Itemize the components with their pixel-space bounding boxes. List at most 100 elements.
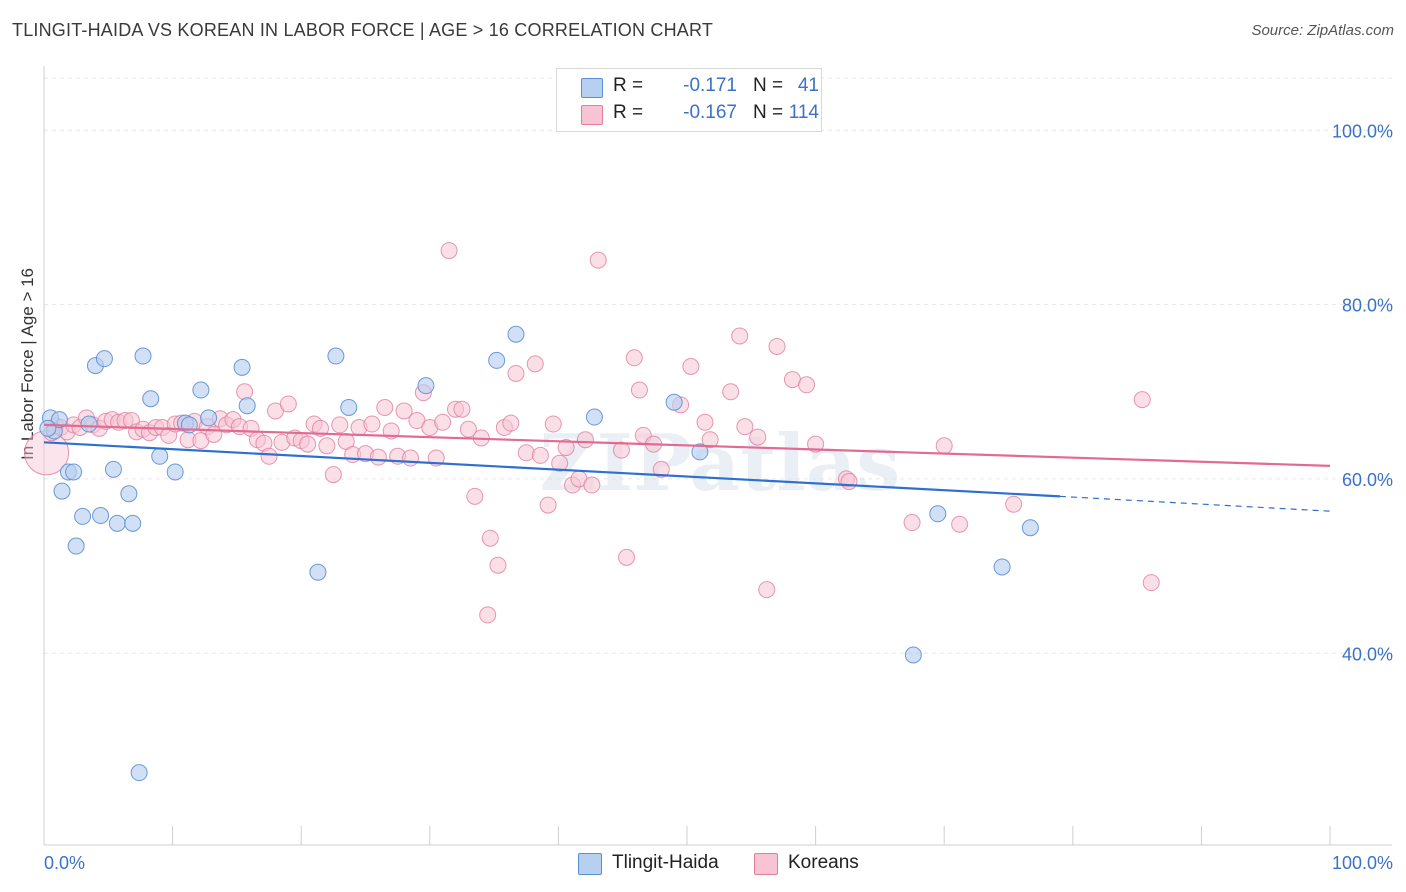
tlingit-haida-point bbox=[74, 507, 92, 525]
korean-point bbox=[935, 437, 953, 455]
korean-point bbox=[749, 428, 767, 446]
tlingit-haida-point bbox=[53, 482, 71, 500]
tlingit-haida-point bbox=[929, 505, 947, 523]
legend-n-value: 41 bbox=[797, 75, 819, 96]
korean-point bbox=[260, 447, 278, 465]
tlingit-haida-point bbox=[95, 350, 113, 368]
korean-point bbox=[479, 606, 497, 624]
legend-swatch-pink bbox=[581, 105, 603, 125]
korean-point bbox=[299, 435, 317, 453]
tlingit-haida-point bbox=[488, 351, 506, 369]
korean-point bbox=[807, 435, 825, 453]
tlingit-haida-point bbox=[507, 325, 525, 343]
tlingit-haida-point bbox=[80, 415, 98, 433]
tlingit-haida-point bbox=[417, 377, 435, 395]
legend-swatch-blue bbox=[581, 78, 603, 98]
series-swatch-pink bbox=[754, 853, 778, 875]
korean-point bbox=[682, 357, 700, 375]
korean-point bbox=[652, 460, 670, 478]
korean-point bbox=[625, 349, 643, 367]
tlingit-haida-point bbox=[200, 409, 218, 427]
tlingit-haida-point bbox=[67, 537, 85, 555]
y-tick-label: 40.0% bbox=[1342, 644, 1393, 664]
legend-r-value: -0.167 bbox=[683, 102, 737, 123]
tlingit-haida-point bbox=[585, 408, 603, 426]
tlingit-haida-point bbox=[238, 397, 256, 415]
tlingit-haida-point bbox=[92, 507, 110, 525]
korean-point bbox=[517, 444, 535, 462]
x-tick-label: 100.0% bbox=[1332, 853, 1393, 873]
tlingit-haida-point bbox=[108, 514, 126, 532]
source-label: Source: ZipAtlas.com bbox=[1251, 22, 1394, 39]
korean-point bbox=[951, 515, 969, 533]
korean-point bbox=[481, 529, 499, 547]
chart-title: TLINGIT-HAIDA VS KOREAN IN LABOR FORCE |… bbox=[12, 20, 714, 40]
korean-point bbox=[489, 556, 507, 574]
korean-point bbox=[758, 581, 776, 599]
korean-point bbox=[376, 398, 394, 416]
tlingit-haida-point bbox=[50, 411, 68, 429]
series-swatch-blue bbox=[578, 853, 602, 875]
korean-point bbox=[722, 383, 740, 401]
korean-point bbox=[531, 446, 549, 464]
korean-point bbox=[236, 383, 254, 401]
series-label-tlingit-haida: Tlingit-Haida bbox=[612, 852, 719, 873]
tlingit-haida-point bbox=[1021, 519, 1039, 537]
korean-point bbox=[324, 466, 342, 484]
korean-point bbox=[798, 376, 816, 394]
axes bbox=[43, 66, 1392, 846]
tlingit-haida-point bbox=[665, 393, 683, 411]
korean-point bbox=[701, 431, 719, 449]
koreans-trend-line bbox=[43, 423, 1331, 467]
korean-point bbox=[331, 416, 349, 434]
korean-point bbox=[612, 441, 630, 459]
legend-r-label: R = bbox=[613, 75, 644, 96]
korean-point bbox=[502, 414, 520, 432]
tlingit-haida-point bbox=[993, 558, 1011, 576]
korean-point bbox=[279, 395, 297, 413]
korean-point bbox=[434, 413, 452, 431]
korean-point bbox=[557, 439, 575, 457]
tlingit-haida-point bbox=[134, 347, 152, 365]
tlingit-haida-point bbox=[104, 460, 122, 478]
korean-point bbox=[453, 400, 471, 418]
korean-point bbox=[551, 454, 569, 472]
x-tick-labels: 0.0% 100.0% bbox=[44, 853, 1393, 873]
tlingit-haida-point bbox=[142, 390, 160, 408]
y-tick-label: 80.0% bbox=[1342, 296, 1393, 316]
x-tick-label: 0.0% bbox=[44, 853, 85, 873]
correlation-legend: R = -0.171 N = 41 R = -0.167 N = 114 bbox=[556, 68, 822, 132]
korean-point bbox=[589, 251, 607, 269]
korean-point bbox=[696, 413, 714, 431]
tlingit-haida-point bbox=[233, 358, 251, 376]
tlingit-haida-point bbox=[65, 463, 83, 481]
korean-point bbox=[583, 476, 601, 494]
korean-point bbox=[318, 437, 336, 455]
legend-r-label: R = bbox=[613, 102, 644, 123]
y-tick-labels: 40.0% 60.0% 80.0% 100.0% bbox=[1332, 121, 1393, 664]
korean-point bbox=[768, 337, 786, 355]
tlingit-haida-point bbox=[166, 463, 184, 481]
tlingit-haida-point bbox=[192, 381, 210, 399]
korean-point bbox=[1005, 495, 1023, 513]
y-tick-label: 100.0% bbox=[1332, 121, 1393, 141]
korean-point bbox=[736, 418, 754, 436]
korean-point bbox=[466, 487, 484, 505]
tlingit-haida-point bbox=[309, 563, 327, 581]
tlingit-haida-point bbox=[327, 347, 345, 365]
korean-point bbox=[507, 364, 525, 382]
series-label-koreans: Koreans bbox=[788, 852, 859, 873]
korean-point bbox=[903, 514, 921, 532]
tlingit-haida-point bbox=[151, 447, 169, 465]
korean-point bbox=[544, 415, 562, 433]
korean-point bbox=[576, 431, 594, 449]
legend-n-label: N = bbox=[753, 102, 784, 123]
korean-point bbox=[440, 242, 458, 260]
y-tick-label: 60.0% bbox=[1342, 470, 1393, 490]
korean-point bbox=[783, 371, 801, 389]
korean-point bbox=[731, 327, 749, 345]
korean-point bbox=[395, 402, 413, 420]
legend-r-value: -0.171 bbox=[683, 75, 737, 96]
korean-point bbox=[369, 448, 387, 466]
tlingit-haida-point bbox=[130, 764, 148, 782]
